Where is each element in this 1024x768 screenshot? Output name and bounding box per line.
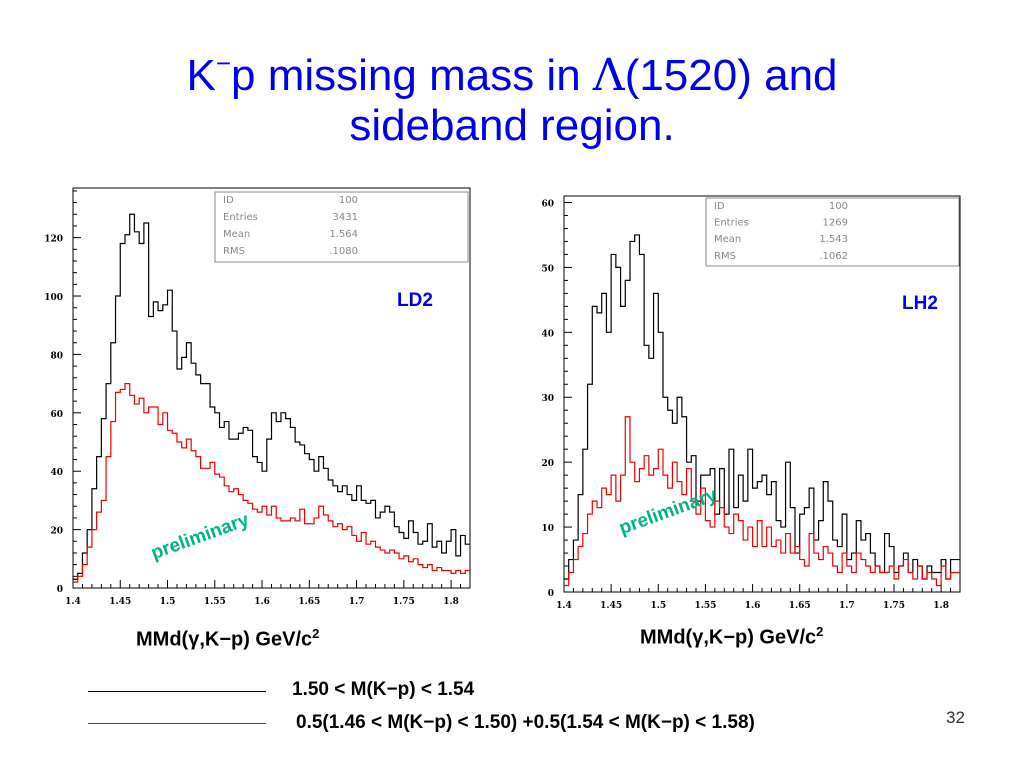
signal-histogram-ld2 (73, 213, 470, 580)
title-line-1: K−p missing mass in Λ(1520) and (186, 48, 838, 101)
y-tick-label-ld2: 20 (50, 527, 63, 537)
sideband-histogram-lh2 (564, 416, 960, 587)
preliminary-watermark-ld2: preliminary (148, 509, 252, 564)
y-tick-label-lh2: 20 (541, 459, 554, 469)
stats-key: RMS (223, 246, 245, 257)
legend-label-sideband: 0.5(1.46 < M(K−p) < 1.50) +0.5(1.54 < M(… (296, 712, 755, 733)
stats-key: Entries (223, 212, 258, 223)
stats-key: RMS (714, 251, 736, 262)
stats-value: 100 (829, 201, 848, 212)
x-tick-label-lh2: 1.55 (694, 601, 716, 611)
legend-swatch-signal (88, 691, 266, 692)
y-tick-label-ld2: 40 (50, 468, 63, 478)
x-tick-label-ld2: 1.65 (298, 597, 320, 607)
y-tick-label-lh2: 40 (541, 329, 554, 339)
x-tick-label-ld2: 1.75 (393, 597, 415, 607)
sideband-histogram-ld2 (73, 383, 470, 583)
stats-key: ID (223, 195, 234, 206)
x-tick-label-lh2: 1.75 (883, 601, 905, 611)
stats-value: 1.564 (329, 229, 358, 240)
stats-value: 3431 (333, 212, 358, 223)
signal-histogram-lh2 (564, 234, 960, 580)
y-tick-label-lh2: 50 (541, 264, 554, 274)
stats-value: 1.543 (819, 234, 848, 245)
y-tick-label-ld2: 60 (50, 410, 63, 420)
x-tick-label-ld2: 1.45 (109, 597, 131, 607)
x-tick-label-lh2: 1.45 (600, 601, 622, 611)
histogram-ld2: 0 20 40 60 80 100 120 1.4 1.45 1.5 1.55 1.6 1.65 1.7 1… (44, 187, 471, 607)
stats-value: .1062 (819, 251, 848, 262)
stats-key: Mean (223, 229, 250, 240)
y-tick-label-ld2: 80 (50, 351, 63, 361)
x-tick-label-lh2: 1.5 (650, 601, 666, 611)
stats-key: ID (714, 201, 725, 212)
stats-box-frame (705, 197, 960, 267)
y-tick-label-lh2: 30 (541, 394, 554, 404)
stats-key: Mean (714, 234, 741, 245)
y-tick-label-ld2: 100 (44, 293, 63, 303)
y-tick-label-lh2: 60 (541, 199, 554, 209)
x-tick-label-ld2: 1.6 (254, 597, 270, 607)
legend-swatch-sideband (88, 723, 266, 724)
target-label-lh2: LH2 (902, 293, 938, 314)
slide-title: K−p missing mass in Λ(1520) and sideband… (0, 38, 1024, 151)
page-number: 32 (946, 708, 965, 727)
y-tick-label-lh2: 0 (548, 589, 554, 599)
x-tick-label-lh2: 1.8 (933, 601, 949, 611)
x-tick-label-ld2: 1.7 (349, 597, 365, 607)
histogram-lh2: 0 10 20 30 40 50 60 1.4 1.45 1.5 1.55 1.6 1.65 1.7 1.7… (541, 195, 961, 611)
x-tick-label-ld2: 1.55 (204, 597, 226, 607)
y-tick-label-ld2: 120 (44, 235, 63, 245)
x-tick-label-lh2: 1.65 (789, 601, 811, 611)
stats-box-frame (214, 191, 469, 263)
title-line-2: sideband region. (349, 101, 675, 150)
y-tick-label-ld2: 0 (57, 585, 63, 595)
stats-box-lh2: ID 100 Entries 1269 Mean 1.543 RMS .1062 (705, 197, 960, 267)
legend-label-signal: 1.50 < M(K−p) < 1.54 (292, 679, 475, 700)
x-tick-label-ld2: 1.5 (160, 597, 176, 607)
x-tick-label-lh2: 1.7 (839, 601, 855, 611)
x-axis-title-lh2: MMd(γ,K−p) GeV/c2 (640, 624, 824, 649)
x-tick-label-ld2: 1.4 (65, 597, 81, 607)
stats-value: 1269 (823, 218, 848, 229)
x-tick-label-lh2: 1.6 (745, 601, 761, 611)
target-label-ld2: LD2 (397, 290, 433, 311)
stats-box-ld2: ID 100 Entries 3431 Mean 1.564 RMS .1080 (214, 191, 469, 263)
stats-value: .1080 (329, 246, 358, 257)
stats-key: Entries (714, 218, 749, 229)
x-tick-label-lh2: 1.4 (556, 601, 572, 611)
x-axis-title-ld2: MMd(γ,K−p) GeV/c2 (136, 626, 320, 651)
stats-value: 100 (339, 195, 358, 206)
x-tick-label-ld2: 1.8 (443, 597, 459, 607)
y-tick-label-lh2: 10 (541, 524, 554, 534)
preliminary-watermark-lh2: preliminary (616, 484, 720, 539)
